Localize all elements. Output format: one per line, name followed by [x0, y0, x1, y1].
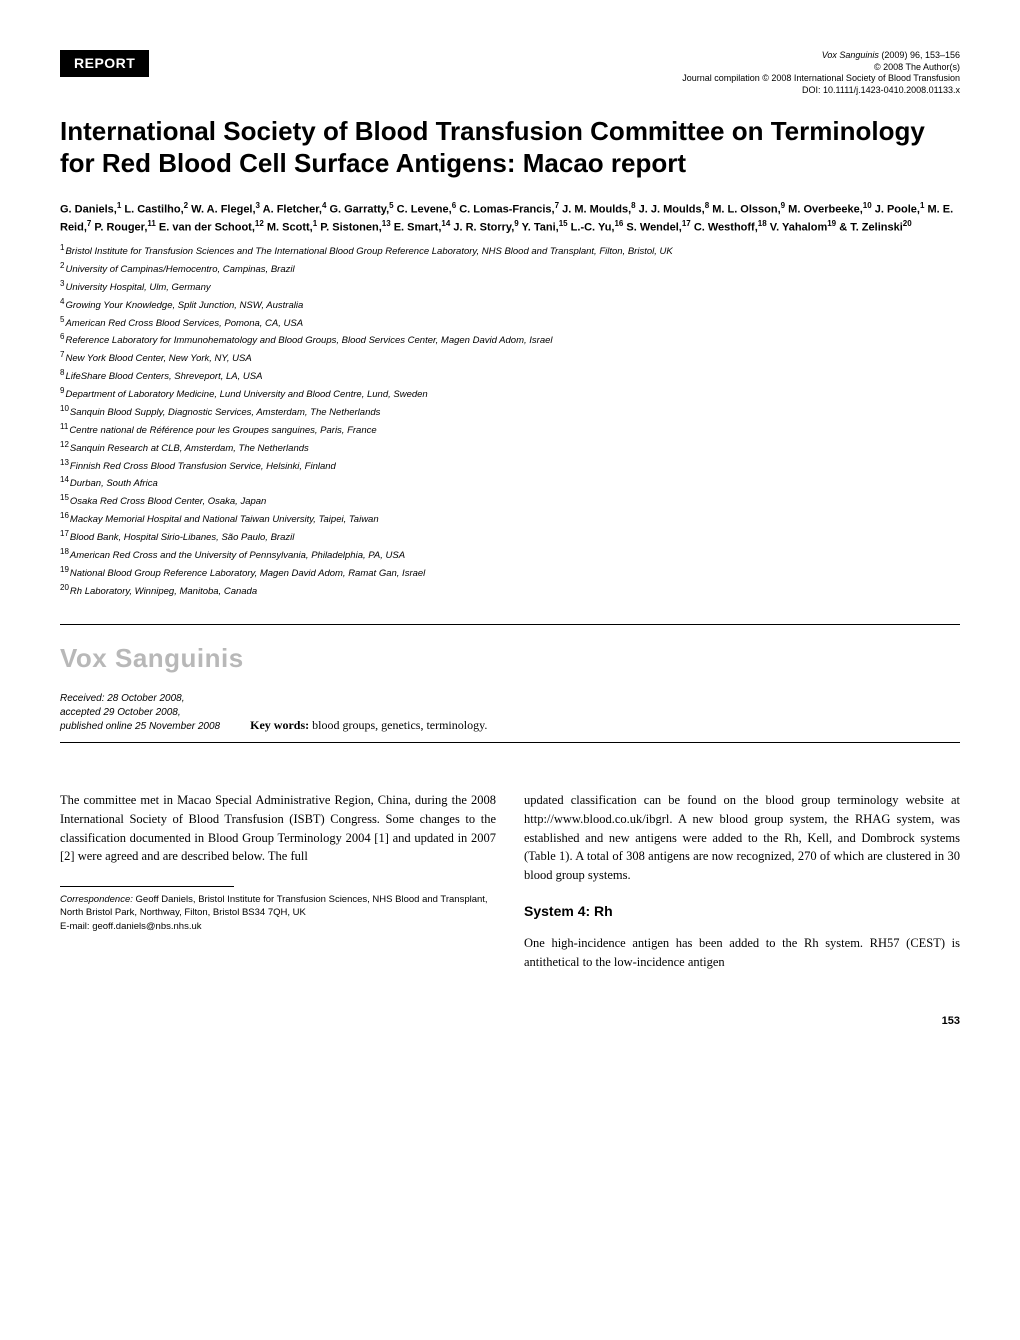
accepted-date: accepted 29 October 2008, — [60, 706, 220, 720]
affiliation-item: 5American Red Cross Blood Services, Pomo… — [60, 314, 960, 332]
affiliation-number: 19 — [60, 565, 69, 574]
divider-top — [60, 624, 960, 625]
affiliation-number: 8 — [60, 368, 64, 377]
affiliation-item: 15Osaka Red Cross Blood Center, Osaka, J… — [60, 492, 960, 510]
affiliation-text: Osaka Red Cross Blood Center, Osaka, Jap… — [70, 496, 266, 507]
journal-info: Vox Sanguinis (2009) 96, 153–156 © 2008 … — [682, 50, 960, 97]
affiliation-number: 3 — [60, 279, 64, 288]
affiliation-number: 17 — [60, 529, 69, 538]
affiliation-item: 19National Blood Group Reference Laborat… — [60, 564, 960, 582]
affiliation-text: Rh Laboratory, Winnipeg, Manitoba, Canad… — [70, 586, 257, 597]
affiliation-text: Blood Bank, Hospital Sirio-Libanes, São … — [70, 532, 294, 543]
affiliation-item: 11Centre national de Référence pour les … — [60, 421, 960, 439]
report-badge: REPORT — [60, 50, 149, 77]
affiliation-item: 9Department of Laboratory Medicine, Lund… — [60, 385, 960, 403]
affiliation-item: 7New York Blood Center, New York, NY, US… — [60, 349, 960, 367]
affiliation-item: 16Mackay Memorial Hospital and National … — [60, 510, 960, 528]
section-heading-rh: System 4: Rh — [524, 901, 960, 922]
col2-paragraph-2: One high-incidence antigen has been adde… — [524, 934, 960, 972]
body-columns: The committee met in Macao Special Admin… — [60, 779, 960, 985]
affiliation-item: 8LifeShare Blood Centers, Shreveport, LA… — [60, 367, 960, 385]
publication-dates: Received: 28 October 2008, accepted 29 O… — [60, 692, 220, 734]
affiliation-text: Department of Laboratory Medicine, Lund … — [65, 389, 427, 400]
affiliation-item: 14Durban, South Africa — [60, 474, 960, 492]
journal-name-italic: Vox Sanguinis — [822, 50, 879, 60]
affiliation-text: Durban, South Africa — [70, 479, 158, 490]
affiliation-number: 7 — [60, 350, 64, 359]
article-title: International Society of Blood Transfusi… — [60, 115, 960, 180]
affiliation-text: University Hospital, Ulm, Germany — [65, 282, 210, 293]
affiliation-item: 3University Hospital, Ulm, Germany — [60, 278, 960, 296]
affiliation-number: 14 — [60, 475, 69, 484]
affiliation-text: LifeShare Blood Centers, Shreveport, LA,… — [65, 371, 262, 382]
authors-list: G. Daniels,1 L. Castilho,2 W. A. Flegel,… — [60, 200, 960, 236]
doi-line: DOI: 10.1111/j.1423-0410.2008.01133.x — [682, 85, 960, 97]
affiliation-number: 11 — [60, 422, 68, 431]
affiliation-item: 2University of Campinas/Hemocentro, Camp… — [60, 260, 960, 278]
correspondence-divider — [60, 886, 234, 887]
volume-info: (2009) 96, 153–156 — [879, 50, 960, 60]
journal-line: Vox Sanguinis (2009) 96, 153–156 — [682, 50, 960, 62]
affiliation-text: National Blood Group Reference Laborator… — [70, 568, 425, 579]
affiliation-number: 12 — [60, 440, 69, 449]
affiliation-item: 4Growing Your Knowledge, Split Junction,… — [60, 296, 960, 314]
affiliation-text: Sanquin Research at CLB, Amsterdam, The … — [70, 443, 309, 454]
affiliation-text: Sanquin Blood Supply, Diagnostic Service… — [70, 407, 381, 418]
page-number: 153 — [60, 1014, 960, 1029]
keywords-text: blood groups, genetics, terminology. — [309, 718, 487, 732]
affiliation-number: 18 — [60, 547, 69, 556]
affiliation-number: 15 — [60, 493, 69, 502]
correspondence-email: E-mail: geoff.daniels@nbs.nhs.uk — [60, 920, 496, 933]
keywords: Key words: blood groups, genetics, termi… — [250, 717, 487, 733]
keywords-label: Key words: — [250, 718, 309, 732]
affiliation-text: American Red Cross and the University of… — [70, 550, 405, 561]
affiliation-number: 9 — [60, 386, 64, 395]
affiliation-number: 4 — [60, 297, 64, 306]
affiliation-item: 1Bristol Institute for Transfusion Scien… — [60, 242, 960, 260]
copyright-line-1: © 2008 The Author(s) — [682, 62, 960, 74]
affiliation-number: 20 — [60, 583, 69, 592]
dates-keywords-row: Received: 28 October 2008, accepted 29 O… — [60, 692, 960, 734]
affiliation-item: 6Reference Laboratory for Immunohematolo… — [60, 331, 960, 349]
affiliation-number: 13 — [60, 458, 69, 467]
affiliation-number: 6 — [60, 332, 64, 341]
affiliation-text: Finnish Red Cross Blood Transfusion Serv… — [70, 461, 336, 472]
affiliation-item: 20Rh Laboratory, Winnipeg, Manitoba, Can… — [60, 582, 960, 600]
affiliation-item: 12Sanquin Research at CLB, Amsterdam, Th… — [60, 439, 960, 457]
page-header: REPORT Vox Sanguinis (2009) 96, 153–156 … — [60, 50, 960, 97]
affiliation-item: 10Sanquin Blood Supply, Diagnostic Servi… — [60, 403, 960, 421]
correspondence-text: Correspondence: Geoff Daniels, Bristol I… — [60, 893, 496, 920]
affiliation-text: New York Blood Center, New York, NY, USA — [65, 353, 251, 364]
affiliation-number: 10 — [60, 404, 69, 413]
affiliation-number: 5 — [60, 315, 64, 324]
affiliation-text: Growing Your Knowledge, Split Junction, … — [65, 300, 303, 311]
received-date: Received: 28 October 2008, — [60, 692, 220, 706]
published-date: published online 25 November 2008 — [60, 720, 220, 734]
affiliation-text: University of Campinas/Hemocentro, Campi… — [65, 264, 294, 275]
affiliation-number: 1 — [60, 243, 64, 252]
affiliation-text: Centre national de Référence pour les Gr… — [69, 425, 376, 436]
affiliation-number: 16 — [60, 511, 69, 520]
affiliation-item: 17Blood Bank, Hospital Sirio-Libanes, Sã… — [60, 528, 960, 546]
intro-paragraph: The committee met in Macao Special Admin… — [60, 791, 496, 866]
affiliations-list: 1Bristol Institute for Transfusion Scien… — [60, 242, 960, 600]
affiliation-text: Reference Laboratory for Immunohematolog… — [65, 336, 552, 347]
affiliation-number: 2 — [60, 261, 64, 270]
copyright-line-2: Journal compilation © 2008 International… — [682, 73, 960, 85]
affiliation-text: American Red Cross Blood Services, Pomon… — [65, 318, 303, 329]
correspondence-label: Correspondence: — [60, 894, 133, 905]
affiliation-text: Mackay Memorial Hospital and National Ta… — [70, 514, 379, 525]
affiliation-item: 18American Red Cross and the University … — [60, 546, 960, 564]
correspondence-block: Correspondence: Geoff Daniels, Bristol I… — [60, 893, 496, 933]
column-right: updated classification can be found on t… — [524, 779, 960, 985]
col2-paragraph-1: updated classification can be found on t… — [524, 791, 960, 885]
affiliation-item: 13Finnish Red Cross Blood Transfusion Se… — [60, 457, 960, 475]
column-left: The committee met in Macao Special Admin… — [60, 779, 496, 985]
journal-heading: Vox Sanguinis — [60, 641, 960, 676]
divider-bottom — [60, 742, 960, 743]
affiliation-text: Bristol Institute for Transfusion Scienc… — [65, 246, 672, 257]
